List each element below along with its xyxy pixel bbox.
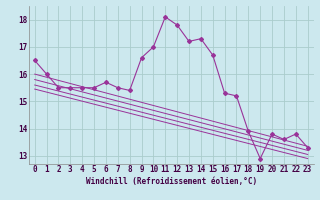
X-axis label: Windchill (Refroidissement éolien,°C): Windchill (Refroidissement éolien,°C) [86, 177, 257, 186]
